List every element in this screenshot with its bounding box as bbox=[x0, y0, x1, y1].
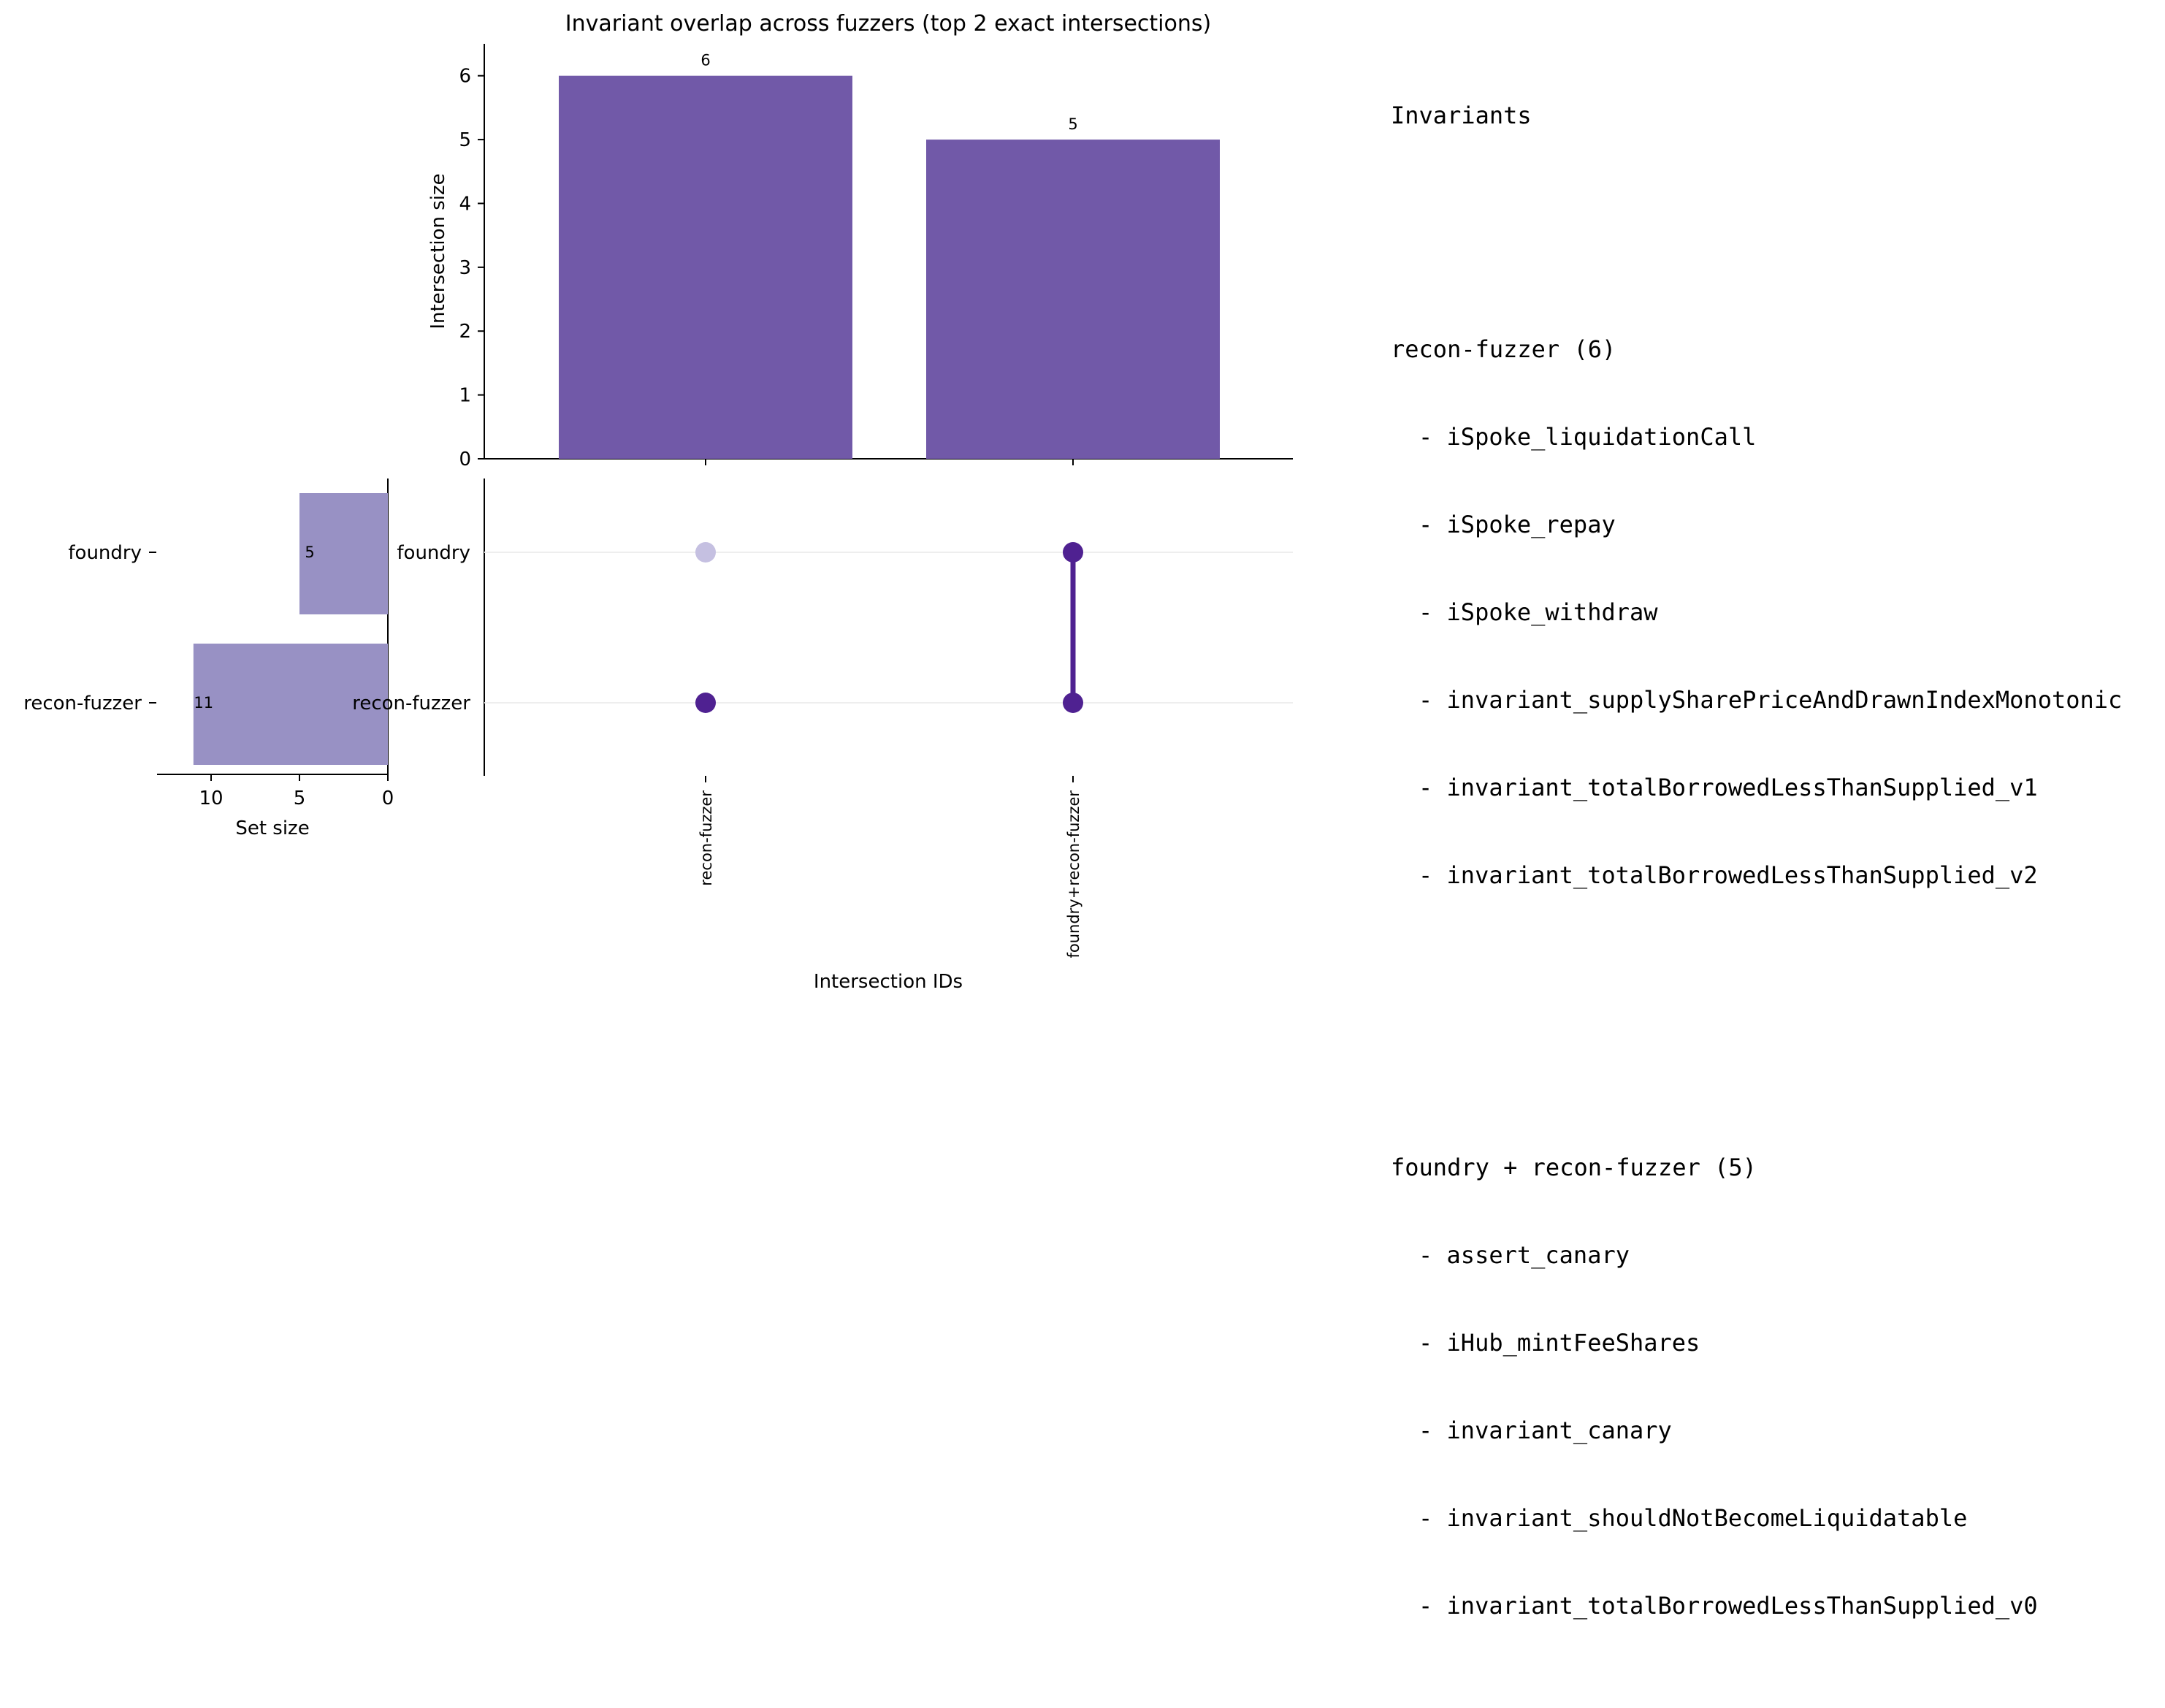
invariant-item: - invariant_totalBorrowedLessThanSupplie… bbox=[1418, 774, 2038, 801]
y-tick-label: 6 bbox=[459, 66, 471, 88]
y-tick-label: 3 bbox=[459, 257, 471, 279]
invariant-item: - invariant_totalBorrowedLessThanSupplie… bbox=[1418, 1592, 2038, 1620]
set-name-label: foundry bbox=[68, 542, 142, 564]
invariant-group: foundry + recon-fuzzer (5) - assert_cana… bbox=[1391, 1094, 2122, 1679]
y-tick-label: 2 bbox=[459, 321, 471, 343]
upset-chart: Invariant overlap across fuzzers (top 2 … bbox=[23, 11, 1293, 993]
matrix-dot-inactive bbox=[695, 542, 716, 563]
invariant-item: - iSpoke_liquidationCall bbox=[1418, 423, 1757, 451]
set-x-tick-label: 5 bbox=[294, 788, 306, 809]
set-x-tick-label: 0 bbox=[382, 788, 394, 809]
y-tick-label: 4 bbox=[459, 193, 471, 215]
intersection-bar-label: 5 bbox=[1068, 115, 1077, 133]
set-size-bar-label: 5 bbox=[305, 544, 314, 561]
matrix-row-label: recon-fuzzer bbox=[352, 693, 470, 714]
matrix-row-label: foundry bbox=[397, 542, 470, 564]
invariant-item: - iHub_mintFeeShares bbox=[1418, 1329, 1700, 1357]
intersection-bar bbox=[926, 140, 1220, 460]
matrix-dot-active bbox=[1063, 693, 1083, 713]
intersection-id-label: recon-fuzzer bbox=[698, 790, 715, 886]
intersection-bar bbox=[559, 75, 852, 459]
set-size-panel: 5 foundry 11 recon-fuzzer 10 5 0 bbox=[23, 479, 394, 809]
invariants-heading: Invariants bbox=[1391, 102, 1532, 129]
set-x-tick-label: 10 bbox=[199, 788, 223, 809]
set-size-bar bbox=[299, 493, 388, 614]
invariant-item: - iSpoke_withdraw bbox=[1418, 598, 1658, 626]
invariants-panel: Invariants recon-fuzzer (6) - iSpoke_liq… bbox=[1391, 42, 2122, 1708]
set-size-bar bbox=[193, 644, 388, 765]
invariant-group-title: recon-fuzzer (6) bbox=[1391, 335, 1616, 363]
invariant-item: - invariant_canary bbox=[1418, 1417, 1672, 1444]
invariant-item: - iSpoke_repay bbox=[1418, 511, 1616, 538]
sets-x-label: Set size bbox=[235, 817, 309, 839]
bars-y-label: Intersection size bbox=[427, 173, 449, 329]
set-name-label: recon-fuzzer bbox=[23, 693, 142, 714]
intersection-bar-label: 6 bbox=[700, 52, 710, 69]
invariant-item: - assert_canary bbox=[1418, 1241, 1630, 1269]
invariant-item: - invariant_shouldNotBecomeLiquidatable bbox=[1418, 1504, 1968, 1532]
membership-matrix: foundry recon-fuzzer recon-fuzzer foundry+r… bbox=[352, 479, 1293, 958]
invariant-group-title: foundry + recon-fuzzer (5) bbox=[1391, 1154, 1757, 1181]
matrix-dot-active bbox=[695, 693, 716, 713]
intersection-id-label: foundry+recon-fuzzer bbox=[1065, 790, 1082, 958]
y-tick-label: 5 bbox=[459, 129, 471, 151]
invariant-item: - invariant_supplySharePriceAndDrawnInde… bbox=[1418, 686, 2123, 714]
matrix-dot-active bbox=[1063, 542, 1083, 563]
y-tick-label: 0 bbox=[459, 449, 471, 470]
y-tick-label: 1 bbox=[459, 385, 471, 407]
invariant-group: recon-fuzzer (6) - iSpoke_liquidationCal… bbox=[1391, 276, 2122, 948]
chart-title: Invariant overlap across fuzzers (top 2 … bbox=[565, 11, 1211, 37]
intersection-x-label: Intersection IDs bbox=[814, 971, 963, 993]
set-size-bar-label: 11 bbox=[194, 694, 213, 712]
intersection-bar-panel: 0 1 2 3 4 5 6 6 5 bbox=[459, 44, 1293, 470]
invariant-item: - invariant_totalBorrowedLessThanSupplie… bbox=[1418, 861, 2038, 889]
